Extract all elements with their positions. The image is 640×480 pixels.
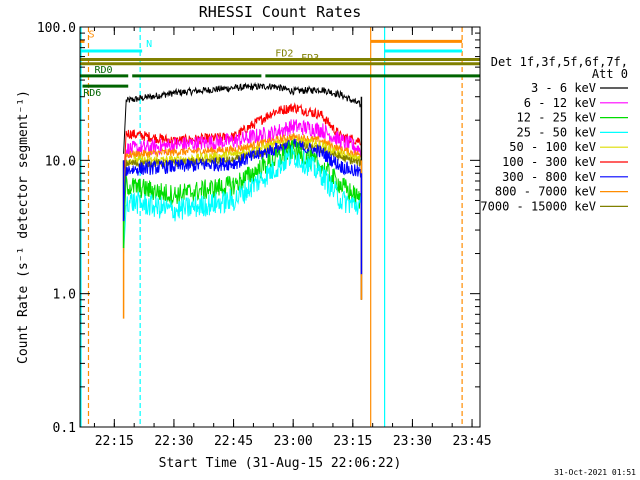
legend-label: 100 - 300 keV xyxy=(502,155,596,169)
flag-label-rd6: RD6 xyxy=(83,88,101,99)
legend-header-attenuator: Att 0 xyxy=(592,67,628,81)
legend-header-detectors: Det 1f,3f,5f,6f,7f, xyxy=(491,55,628,69)
flag-label-fd3: FD3 xyxy=(301,53,319,64)
series-line-100-300-kev xyxy=(123,102,361,187)
series-layer xyxy=(122,81,363,319)
legend-label: 12 - 25 keV xyxy=(517,111,596,125)
series-line-300-800-kev xyxy=(123,138,361,223)
legend-label: 3 - 6 keV xyxy=(531,81,596,95)
flag-label-s: S xyxy=(88,29,94,40)
timestamp: 31-Oct-2021 01:51 xyxy=(554,468,636,477)
chart-title: RHESSI Count Rates xyxy=(199,3,362,21)
x-tick-label: 23:15 xyxy=(333,434,372,449)
series-line-6-12-kev xyxy=(123,119,361,203)
legend-label: 7000 - 15000 keV xyxy=(480,199,596,213)
legend-label: 6 - 12 keV xyxy=(524,96,596,110)
x-axis-label: Start Time (31-Aug-15 22:06:22) xyxy=(159,456,402,471)
y-tick-label: 100.0 xyxy=(37,21,76,36)
legend-label: 300 - 800 keV xyxy=(502,170,596,184)
series-line-12-25-kev xyxy=(123,140,361,239)
y-axis-label: Count Rate (s⁻¹ detector segment⁻¹) xyxy=(16,90,31,364)
x-tick-label: 22:45 xyxy=(214,434,253,449)
legend-label: 50 - 100 keV xyxy=(509,140,596,154)
flag-label-n: N xyxy=(146,39,152,50)
x-tick-label: 23:45 xyxy=(452,434,491,449)
legend-label: 25 - 50 keV xyxy=(517,125,596,139)
flag-label-fd2: FD2 xyxy=(275,49,293,60)
vertical-markers-layer xyxy=(80,27,463,427)
x-tick-label: 22:15 xyxy=(95,434,134,449)
series-line-3-6-kev xyxy=(123,81,361,154)
y-tick-label: 0.1 xyxy=(53,421,76,436)
series-line-800-7000-kev xyxy=(123,133,361,208)
axes-layer: 22:15 22:30 22:45 23:00 23:15 23:30 23:45 0.1 1.… xyxy=(37,21,492,449)
y-tick-label: 1.0 xyxy=(53,288,76,303)
plot-frame xyxy=(79,26,481,428)
series-line-25-50-kev xyxy=(123,144,361,254)
x-tick-label: 22:30 xyxy=(154,434,193,449)
flag-label-rd0: RD0 xyxy=(94,65,112,76)
flag-bars-layer: S N FD2 FD3 RD0 RD6 xyxy=(80,29,480,99)
x-tick-label: 23:30 xyxy=(393,434,432,449)
y-tick-label: 10.0 xyxy=(45,154,76,169)
x-tick-label: 23:00 xyxy=(274,434,313,449)
legend-label: 800 - 7000 keV xyxy=(495,185,596,199)
